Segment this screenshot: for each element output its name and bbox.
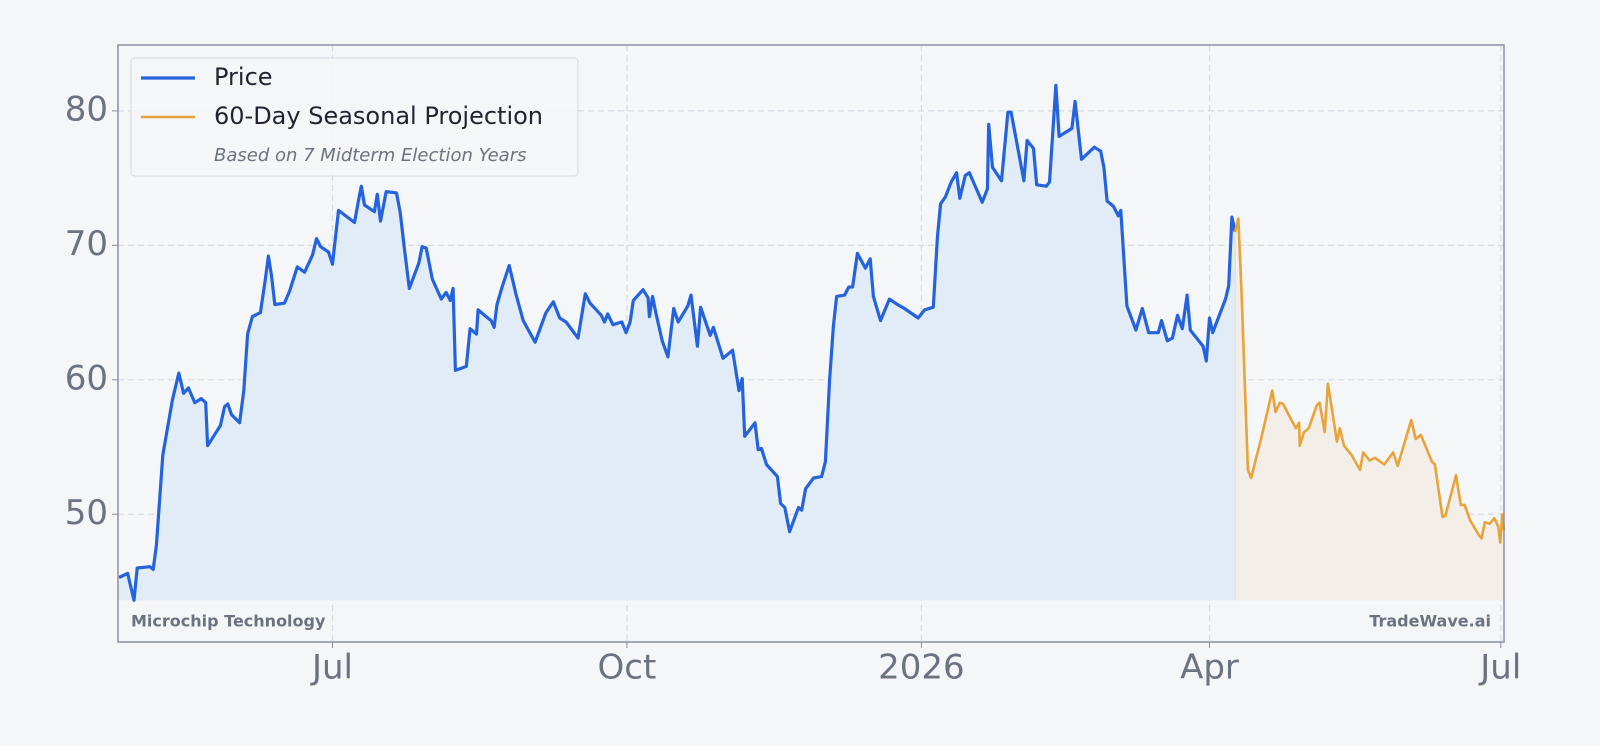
x-tick-label: Jul (1478, 648, 1521, 688)
area (118, 85, 1236, 601)
ticks: 50 60 70 80 Jul Oct 2026 Apr Jul (65, 89, 1522, 687)
legend-label: 60-Day Seasonal Projection (214, 102, 543, 130)
watermark-right: TradeWave.ai (1369, 612, 1491, 631)
y-tick-label: 60 (65, 358, 108, 398)
x-tick-label: Apr (1180, 648, 1239, 688)
line (1233, 217, 1506, 544)
y-tick-label: 50 (65, 493, 108, 533)
legend-note: Based on 7 Midterm Election Years (214, 145, 527, 166)
watermark-left: Microchip Technology (131, 612, 326, 631)
x-tick-label: Oct (598, 648, 657, 688)
legend-label: Price (214, 63, 273, 91)
legend: Price 60-Day Seasonal Projection Based on … (130, 57, 579, 177)
y-tick-label: 70 (65, 224, 108, 264)
areas (118, 85, 1504, 601)
area (1235, 218, 1504, 601)
plot-frame (117, 44, 1505, 643)
lines (118, 83, 1506, 602)
y-tick-label: 80 (65, 89, 108, 129)
x-tick-label: 2026 (878, 648, 965, 688)
line (118, 83, 1237, 602)
x-tick-label: Jul (310, 648, 353, 688)
legend-box (130, 57, 579, 177)
